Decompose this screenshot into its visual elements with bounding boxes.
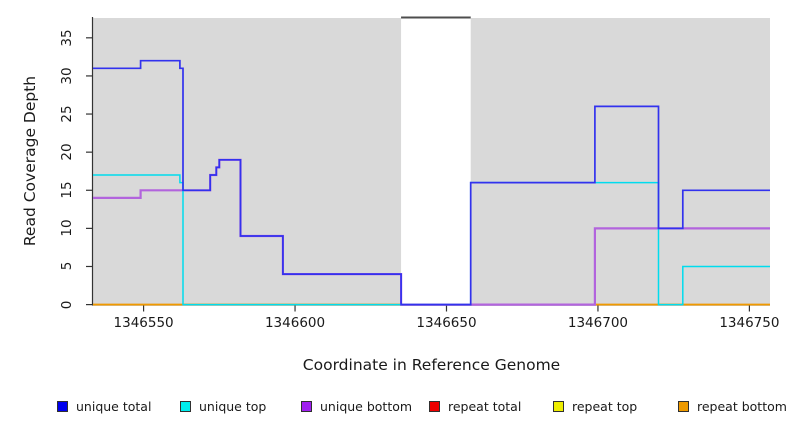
legend-swatch-icon <box>180 400 191 412</box>
legend-swatch-icon <box>301 400 312 412</box>
x-tick-label: 1346750 <box>719 315 780 331</box>
y-tick-label: 25 <box>59 105 75 123</box>
y-tick-label: 0 <box>59 300 75 309</box>
legend-swatch-icon <box>429 400 440 412</box>
legend-label: repeat top <box>572 398 638 414</box>
series-line-unique-total <box>93 59 770 306</box>
legend-label: unique top <box>199 398 267 414</box>
y-tick-label: 20 <box>59 143 75 161</box>
legend-swatch-icon <box>57 400 68 412</box>
y-tick-label: 5 <box>59 262 75 271</box>
legend-item-repeat-total: repeat total <box>429 397 521 415</box>
legend-label: repeat bottom <box>697 398 787 414</box>
y-tick-label: 35 <box>59 29 75 47</box>
x-axis-title: Coordinate in Reference Genome <box>302 356 561 374</box>
legend-item-unique-top: unique top <box>180 397 266 415</box>
gap-region <box>401 18 471 305</box>
legend-swatch-icon <box>553 400 564 412</box>
legend: unique total unique top unique bottom repea… <box>0 397 792 417</box>
legend-swatch-icon <box>678 400 689 412</box>
x-tick-label: 1346550 <box>113 315 174 331</box>
y-tick-label: 30 <box>59 67 75 85</box>
y-axis-title: Read Coverage Depth <box>21 75 39 247</box>
legend-item-repeat-bottom: repeat bottom <box>678 397 787 415</box>
legend-label: repeat total <box>448 398 522 414</box>
x-tick-label: 1346650 <box>416 315 477 331</box>
y-tick-label: 15 <box>59 181 75 199</box>
x-tick-label: 1346700 <box>567 315 628 331</box>
legend-label: unique bottom <box>320 398 413 414</box>
legend-label: unique total <box>76 398 152 414</box>
legend-item-unique-total: unique total <box>57 397 151 415</box>
legend-item-unique-bottom: unique bottom <box>301 397 412 415</box>
y-tick-label: 10 <box>59 219 75 237</box>
x-tick-label: 1346600 <box>264 315 326 331</box>
legend-item-repeat-top: repeat top <box>553 397 637 415</box>
